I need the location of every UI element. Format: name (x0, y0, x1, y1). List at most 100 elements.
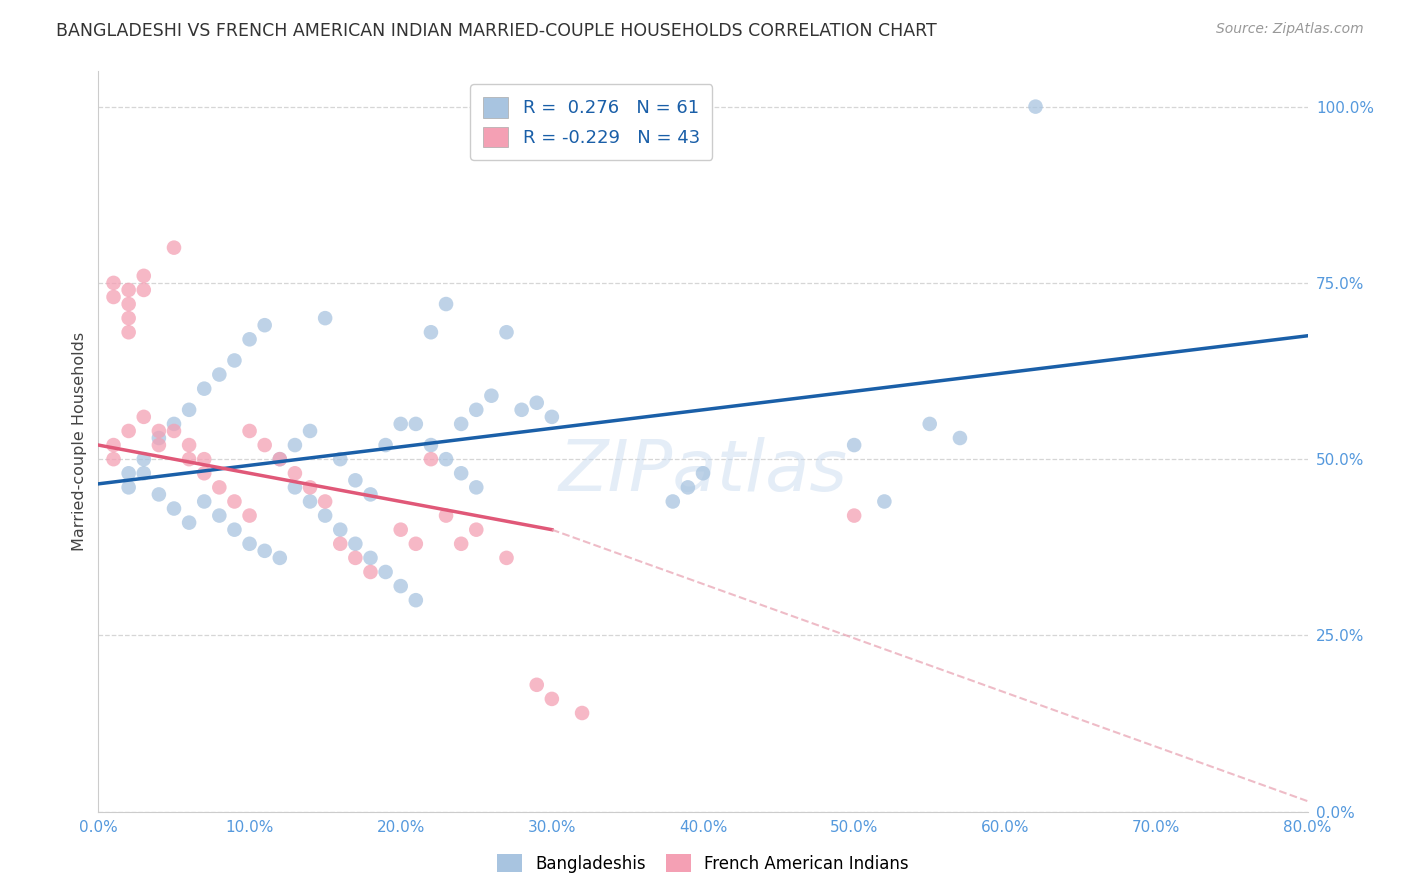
Point (269, 452, 291, 467)
Point (148, 424, 170, 438)
Point (118, 297, 141, 311)
Point (224, 353, 246, 368)
Point (193, 494, 215, 508)
Point (918, 417, 941, 431)
Point (314, 494, 336, 508)
Point (239, 508, 262, 523)
Point (526, 396, 548, 410)
Point (405, 417, 427, 431)
Point (103, 276, 125, 290)
Point (148, 431, 170, 445)
Point (329, 523, 352, 537)
Point (118, 325, 141, 339)
Point (103, 438, 125, 452)
Point (420, 452, 443, 467)
Point (179, 438, 201, 452)
Point (692, 467, 714, 481)
Point (179, 452, 201, 467)
Text: Source: ZipAtlas.com: Source: ZipAtlas.com (1216, 22, 1364, 37)
Point (481, 389, 503, 403)
Point (389, 523, 412, 537)
Point (526, 678, 548, 692)
Point (949, 431, 972, 445)
Point (360, 565, 382, 579)
Point (495, 550, 517, 565)
Point (148, 438, 170, 452)
Point (253, 438, 276, 452)
Point (405, 593, 427, 607)
Point (374, 438, 396, 452)
Point (434, 452, 457, 467)
Point (405, 537, 427, 551)
Point (118, 283, 141, 297)
Point (269, 452, 291, 467)
Point (132, 283, 155, 297)
Point (132, 452, 155, 467)
Point (873, 494, 896, 508)
Point (420, 438, 443, 452)
Point (132, 268, 155, 283)
Point (465, 480, 488, 494)
Text: BANGLADESHI VS FRENCH AMERICAN INDIAN MARRIED-COUPLE HOUSEHOLDS CORRELATION CHAR: BANGLADESHI VS FRENCH AMERICAN INDIAN MA… (56, 22, 936, 40)
Point (163, 501, 186, 516)
Point (344, 550, 367, 565)
Point (103, 452, 125, 467)
Point (208, 508, 231, 523)
Point (224, 494, 246, 508)
Point (299, 480, 322, 494)
Point (224, 523, 246, 537)
Point (132, 467, 155, 481)
Point (329, 537, 352, 551)
Point (253, 544, 276, 558)
Y-axis label: Married-couple Households: Married-couple Households (72, 332, 87, 551)
Point (844, 438, 866, 452)
Point (1024, 100, 1046, 114)
Point (434, 297, 457, 311)
Legend: R =  0.276   N = 61, R = -0.229   N = 43: R = 0.276 N = 61, R = -0.229 N = 43 (470, 84, 713, 160)
Point (389, 579, 412, 593)
Point (299, 494, 322, 508)
Point (118, 467, 141, 481)
Point (344, 537, 367, 551)
Point (239, 424, 262, 438)
Point (193, 452, 215, 467)
Point (314, 508, 336, 523)
Point (571, 706, 593, 720)
Point (844, 508, 866, 523)
Point (208, 480, 231, 494)
Point (465, 402, 488, 417)
Point (253, 318, 276, 333)
Point (314, 311, 336, 326)
Point (540, 409, 562, 424)
Point (132, 409, 155, 424)
Point (148, 487, 170, 501)
Point (540, 692, 562, 706)
Legend: Bangladeshis, French American Indians: Bangladeshis, French American Indians (491, 847, 915, 880)
Point (360, 550, 382, 565)
Point (450, 467, 472, 481)
Point (284, 467, 307, 481)
Point (179, 402, 201, 417)
Point (103, 290, 125, 304)
Point (163, 424, 186, 438)
Point (163, 241, 186, 255)
Text: ZIPatlas: ZIPatlas (558, 437, 848, 506)
Point (450, 537, 472, 551)
Point (676, 480, 699, 494)
Point (208, 368, 231, 382)
Point (465, 523, 488, 537)
Point (284, 438, 307, 452)
Point (495, 325, 517, 339)
Point (360, 487, 382, 501)
Point (269, 550, 291, 565)
Point (450, 417, 472, 431)
Point (193, 467, 215, 481)
Point (389, 417, 412, 431)
Point (193, 382, 215, 396)
Point (179, 516, 201, 530)
Point (420, 325, 443, 339)
Point (118, 480, 141, 494)
Point (434, 508, 457, 523)
Point (118, 311, 141, 326)
Point (239, 332, 262, 346)
